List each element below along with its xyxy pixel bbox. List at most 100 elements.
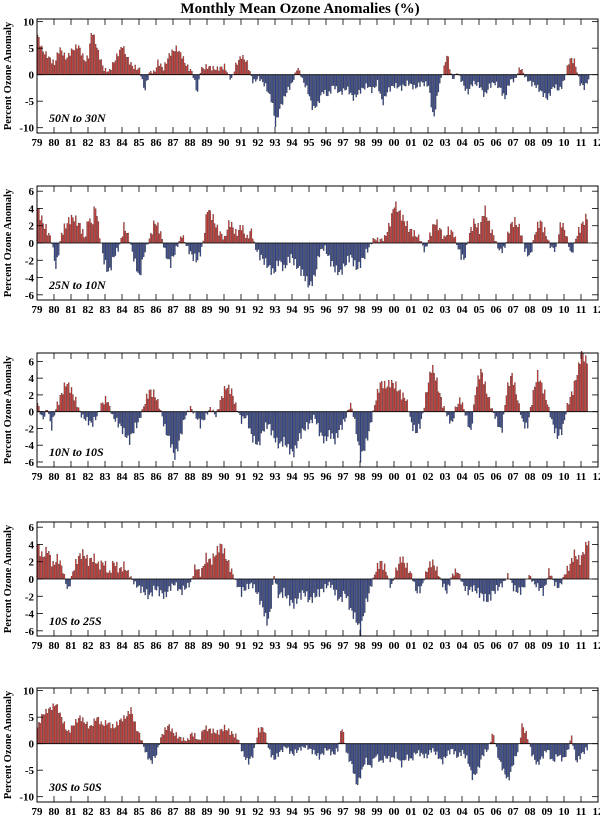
bar xyxy=(80,233,83,244)
bar xyxy=(437,74,440,93)
bar xyxy=(529,743,532,747)
bar xyxy=(86,221,88,244)
bar xyxy=(144,578,146,596)
bar xyxy=(582,74,584,86)
bar xyxy=(493,578,495,592)
bar xyxy=(109,69,111,75)
bar xyxy=(359,743,362,779)
bar xyxy=(473,578,475,586)
bar xyxy=(202,411,204,421)
bar xyxy=(457,572,459,580)
bar xyxy=(259,732,261,744)
bar xyxy=(211,70,213,75)
bar xyxy=(562,223,564,244)
bar xyxy=(375,571,377,580)
bar xyxy=(412,743,414,761)
bar xyxy=(260,411,262,434)
bar xyxy=(587,540,590,580)
bar xyxy=(342,74,345,89)
bar xyxy=(364,74,366,90)
bar xyxy=(256,74,258,80)
bar xyxy=(281,411,284,447)
bar xyxy=(521,69,523,75)
bar xyxy=(519,69,522,75)
y-tick-label: -4 xyxy=(25,273,35,285)
y-tick-label: 0 xyxy=(29,574,35,586)
bar xyxy=(158,65,160,75)
bar xyxy=(429,74,431,93)
bar xyxy=(160,578,162,591)
bar xyxy=(330,411,332,439)
bar xyxy=(327,743,329,751)
bar xyxy=(75,215,77,244)
bar xyxy=(168,53,170,75)
bar xyxy=(337,74,339,93)
bar xyxy=(119,49,121,75)
bar xyxy=(121,411,124,435)
bar xyxy=(511,578,513,583)
bar xyxy=(542,74,544,98)
bar xyxy=(522,411,525,422)
bar xyxy=(269,242,271,266)
bar xyxy=(501,743,503,771)
bar xyxy=(92,224,94,244)
bar xyxy=(145,743,148,753)
bar xyxy=(277,411,279,449)
bar xyxy=(559,74,561,87)
bar xyxy=(56,554,58,580)
bar xyxy=(79,223,81,244)
bar xyxy=(362,743,364,767)
bar xyxy=(446,743,448,757)
bar xyxy=(324,578,326,584)
bar xyxy=(279,743,281,752)
bar xyxy=(549,411,551,418)
bar xyxy=(392,74,394,87)
bar xyxy=(331,411,333,434)
bar xyxy=(532,240,534,244)
bar xyxy=(257,578,260,593)
bar xyxy=(375,743,377,757)
bar xyxy=(92,411,94,427)
bar xyxy=(211,220,213,244)
bar xyxy=(541,743,543,757)
bar xyxy=(46,713,49,744)
bar xyxy=(542,393,544,412)
bar xyxy=(82,717,84,744)
bar xyxy=(80,411,83,418)
bar xyxy=(320,74,322,96)
bar xyxy=(70,387,73,412)
bar xyxy=(498,743,500,760)
bar xyxy=(573,58,576,75)
bar xyxy=(103,565,105,580)
bar xyxy=(111,62,114,75)
bar xyxy=(185,578,187,589)
bar xyxy=(422,743,424,755)
bar xyxy=(365,578,367,599)
bar xyxy=(538,578,540,591)
bar xyxy=(314,578,316,598)
bar xyxy=(77,407,80,412)
x-tick-label: 79 xyxy=(32,640,44,652)
bar xyxy=(243,578,245,591)
bar xyxy=(392,743,394,758)
bar xyxy=(575,556,577,580)
bar xyxy=(126,233,128,244)
bar xyxy=(532,743,534,755)
bar xyxy=(150,743,152,761)
bar xyxy=(358,411,360,446)
x-tick-label: 88 xyxy=(185,806,197,817)
bar xyxy=(77,556,80,580)
bar xyxy=(127,232,129,244)
bar xyxy=(151,396,153,412)
bar xyxy=(549,74,551,96)
bar xyxy=(201,731,203,744)
bar xyxy=(213,732,216,744)
bar xyxy=(545,400,547,412)
bar xyxy=(179,52,182,75)
bar xyxy=(453,74,455,79)
bar xyxy=(223,236,226,244)
bar xyxy=(470,578,472,587)
x-tick-label: 92 xyxy=(253,304,265,316)
bar xyxy=(65,228,67,244)
bar xyxy=(253,578,255,585)
